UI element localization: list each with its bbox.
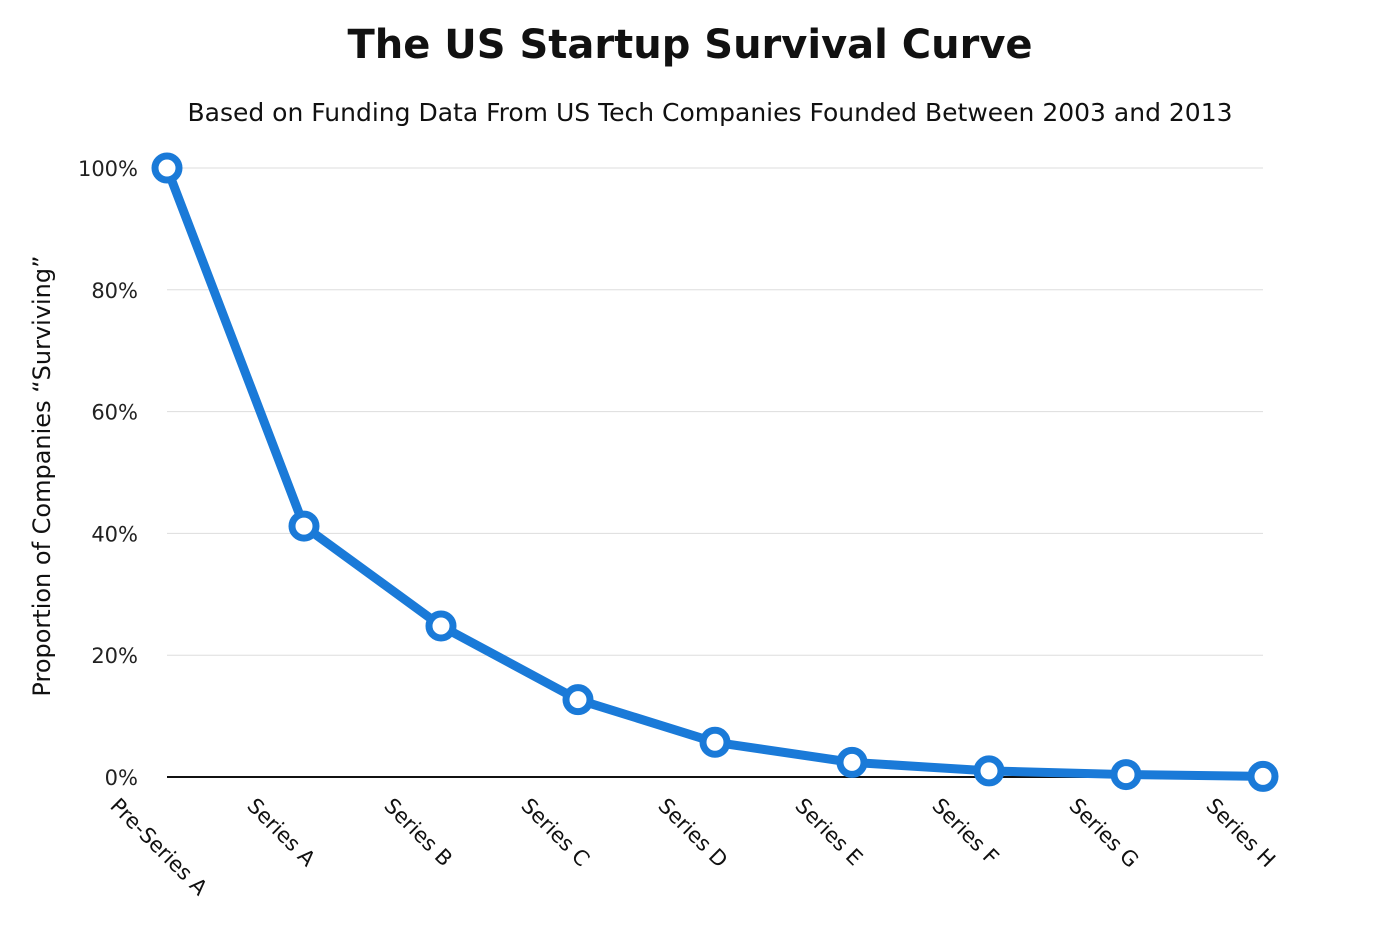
x-tick-label: Series A [242,794,320,872]
y-tick-label: 20% [91,644,138,668]
x-tick-label: Pre-Series A [105,794,212,901]
x-tick-label: Series D [653,794,732,873]
gridlines [167,167,1263,656]
x-axis-ticks: Pre-Series A Series A Series B Series C Seri… [105,794,1280,901]
series-line [162,163,1268,781]
data-point [288,510,320,542]
x-tick-label: Series C [516,794,594,872]
x-tick-label: Series E [790,794,867,871]
data-point [699,726,731,758]
chart-title: The US Startup Survival Curve [347,22,1033,68]
data-point [836,746,868,778]
y-tick-label: 80% [91,279,138,303]
x-tick-label: Series H [1201,794,1280,873]
y-tick-label: 60% [91,401,138,425]
chart-subtitle: Based on Funding Data From US Tech Compa… [187,98,1233,127]
y-axis-ticks: 0% 20% 40% 60% 80% 100% [78,157,138,790]
data-point [425,610,457,642]
data-point [151,152,183,184]
data-point [1110,759,1142,791]
x-tick-label: Series G [1064,794,1143,873]
data-point [1247,760,1279,792]
data-point [973,755,1005,787]
y-tick-label: 100% [78,157,138,181]
y-tick-label: 0% [105,766,138,790]
x-tick-label: Series F [927,794,1003,870]
data-point [562,684,594,716]
series-group [151,152,1279,792]
x-tick-label: Series B [379,794,457,872]
y-axis-label: Proportion of Companies “Surviving” [28,255,56,696]
y-tick-label: 40% [91,522,138,546]
